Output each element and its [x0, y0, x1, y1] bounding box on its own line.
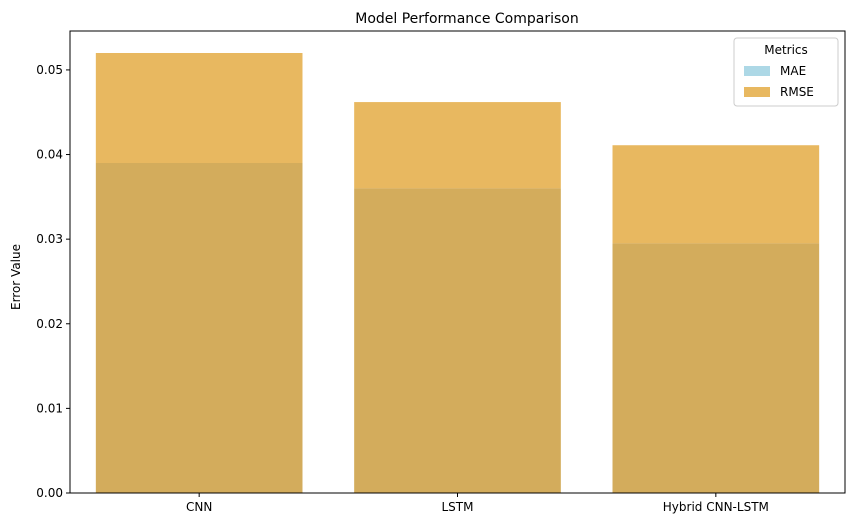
legend-title: Metrics [764, 43, 808, 57]
y-tick-label: 0.05 [36, 63, 63, 77]
bar-mae-cnn [95, 163, 303, 493]
legend-label-mae: MAE [780, 64, 806, 78]
x-tick-label: CNN [186, 500, 212, 514]
legend-label-rmse: RMSE [780, 85, 814, 99]
x-tick-label: LSTM [442, 500, 474, 514]
x-tick-label: Hybrid CNN-LSTM [663, 500, 769, 514]
y-tick-label: 0.00 [36, 486, 63, 500]
bar-rmse-hybrid-cnn-lstm [612, 145, 820, 244]
y-axis-label: Error Value [9, 244, 23, 310]
legend-swatch-mae [744, 66, 770, 76]
bar-mae-lstm [354, 188, 561, 493]
legend-swatch-rmse [744, 87, 770, 97]
bar-mae-hybrid-cnn-lstm [612, 243, 820, 493]
y-tick-label: 0.03 [36, 232, 63, 246]
bar-rmse-cnn [95, 53, 303, 163]
legend: Metrics MAE RMSE [733, 37, 839, 107]
y-tick-label: 0.02 [36, 317, 63, 331]
y-tick-label: 0.04 [36, 148, 63, 162]
bar-rmse-lstm [354, 102, 561, 189]
chart-title: Model Performance Comparison [355, 11, 578, 27]
y-tick-label: 0.01 [36, 401, 63, 415]
